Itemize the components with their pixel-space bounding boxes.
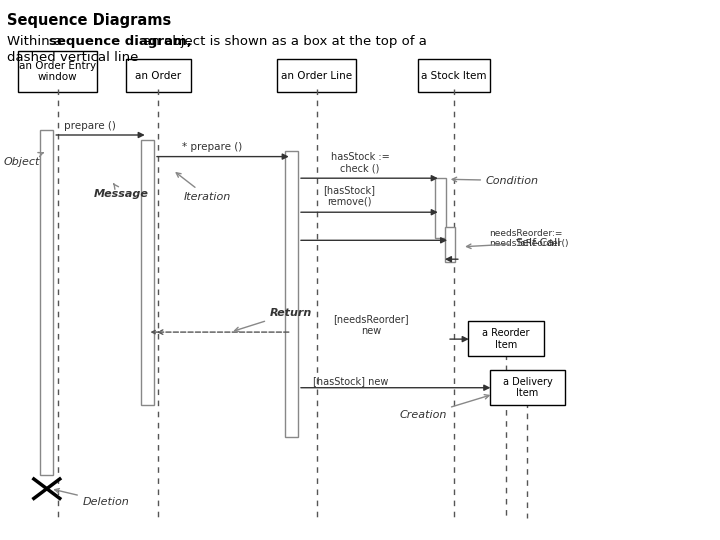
Text: [hasStock] new: [hasStock] new (313, 376, 389, 386)
Text: hasStock :=
check (): hasStock := check () (330, 152, 390, 174)
FancyBboxPatch shape (418, 59, 490, 92)
Text: an Order Line: an Order Line (282, 71, 352, 80)
Bar (445, 227, 455, 262)
Text: Return: Return (235, 308, 312, 332)
Text: prepare (): prepare () (64, 120, 116, 131)
Text: Object: Object (4, 152, 43, 167)
Bar (435, 178, 446, 238)
Text: an Order: an Order (135, 71, 181, 80)
Text: dashed vertical line: dashed vertical line (7, 51, 138, 64)
FancyBboxPatch shape (468, 321, 544, 356)
Text: * prepare (): * prepare () (182, 142, 243, 152)
Text: needsReorder:=
needsToReorder(): needsReorder:= needsToReorder() (490, 229, 569, 248)
Text: Message: Message (94, 184, 148, 199)
Text: Iteration: Iteration (176, 173, 231, 202)
Bar (141, 140, 154, 405)
Text: Within a: Within a (7, 35, 66, 48)
Text: a Stock Item: a Stock Item (421, 71, 486, 80)
Text: a Reorder
Item: a Reorder Item (482, 328, 529, 350)
Text: Sequence Diagrams: Sequence Diagrams (7, 14, 171, 29)
Text: an Order Entry
window: an Order Entry window (19, 60, 96, 82)
Text: Deletion: Deletion (55, 489, 130, 507)
Text: sequence diagram,: sequence diagram, (49, 35, 192, 48)
Text: an object is shown as a box at the top of a: an object is shown as a box at the top o… (139, 35, 427, 48)
FancyBboxPatch shape (277, 59, 356, 92)
FancyBboxPatch shape (18, 51, 97, 92)
Text: Self-Call: Self-Call (467, 238, 560, 248)
Text: [needsReorder]
new: [needsReorder] new (333, 314, 409, 336)
Text: Creation: Creation (400, 395, 489, 421)
FancyBboxPatch shape (126, 59, 191, 92)
Text: [hasStock]
remove(): [hasStock] remove() (323, 185, 375, 206)
Bar (285, 151, 298, 437)
FancyBboxPatch shape (490, 370, 565, 405)
Text: Condition: Condition (452, 176, 539, 186)
Text: a Delivery
Item: a Delivery Item (503, 377, 552, 399)
Bar (40, 130, 53, 475)
